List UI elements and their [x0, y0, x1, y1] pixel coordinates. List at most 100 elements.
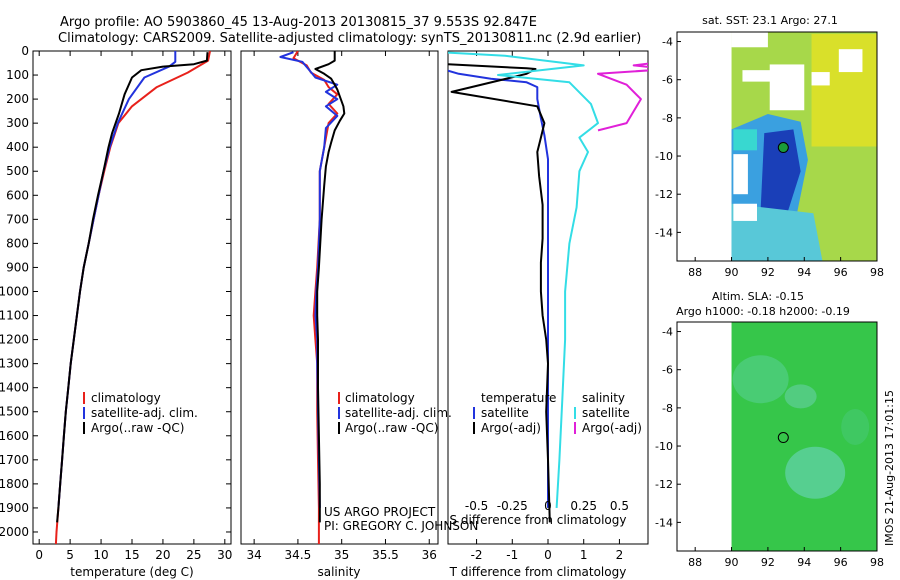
- sst-cyan-patch: [733, 129, 757, 151]
- x-tick-label: 1: [580, 548, 588, 562]
- legend-label-t-satellite: satellite: [481, 406, 529, 420]
- x-tick-label: 0: [35, 548, 43, 562]
- x-tick-label: 36: [422, 548, 437, 562]
- sla-map-frame: [676, 321, 878, 552]
- legend-label-climatology: climatology: [91, 391, 161, 405]
- x-tick-label: 20: [155, 548, 170, 562]
- legend-label-argo: Argo(..raw -QC): [345, 421, 438, 435]
- y-tick-label: -6: [662, 364, 673, 377]
- sst-no-data-gap: [733, 203, 757, 221]
- sst-no-data-gap: [838, 49, 863, 73]
- salinity-panel: [240, 50, 439, 545]
- x-tick-label: 35.5: [372, 548, 399, 562]
- y-tick-label: 500: [6, 164, 29, 178]
- series-line-argo-raw-qc-: [314, 51, 346, 523]
- project-name: US ARGO PROJECT: [324, 505, 436, 519]
- argo-float-marker: [777, 432, 789, 444]
- y-tick-label: 700: [6, 212, 29, 226]
- temperature-panel: [32, 50, 232, 545]
- sst-no-data-gap: [811, 72, 830, 86]
- y-tick-label: -12: [655, 188, 673, 201]
- y-tick-label: 1200: [0, 333, 29, 347]
- series-group: [54, 51, 211, 544]
- argo-float-marker: [777, 142, 789, 154]
- y-tick-label: -10: [655, 440, 673, 453]
- y-tick-label: 400: [6, 140, 29, 154]
- x-tick-label: 94: [797, 556, 811, 569]
- series-group: [279, 51, 346, 544]
- sst-map: 88 90 92 94 96 98 -4 -6 -8 -10 -12 -14: [655, 32, 884, 279]
- x-tick-label: 90: [725, 556, 739, 569]
- y-tick-label: 1500: [0, 405, 29, 419]
- series-group: [448, 51, 648, 523]
- x-tick-label: 34: [246, 548, 261, 562]
- y-tick-label: 600: [6, 188, 29, 202]
- salinity-chart: 34 34.5 35 35.5 36: [246, 51, 437, 562]
- temperature-chart: 0 5 10 15 20 25 300100200300400500600700800900…: [0, 44, 232, 562]
- y-tick-label: -4: [662, 36, 673, 49]
- x2-tick-label: -0.5: [465, 499, 488, 513]
- x2-tick-label: 0.5: [610, 499, 629, 513]
- legend-title-temperature: temperature: [481, 391, 556, 405]
- legend-title-salinity: salinity: [582, 391, 625, 405]
- y-tick-label: 1600: [0, 429, 29, 443]
- sst-map-frame: [676, 31, 878, 262]
- y-tick-label: -8: [662, 112, 673, 125]
- x2-tick-label: 0: [544, 499, 552, 513]
- sla-map-title-2: Argo h1000: -0.18 h2000: -0.19: [676, 305, 850, 318]
- series-line-satellite-adj-clim-: [279, 51, 339, 508]
- sla-anomaly: [784, 384, 817, 409]
- x-tick-label: 5: [66, 548, 74, 562]
- sla-anomaly: [732, 355, 789, 404]
- sst-no-data-gap: [769, 64, 805, 111]
- sst-no-data-gap: [731, 32, 768, 48]
- sst-map-title: sat. SST: 23.1 Argo: 27.1: [702, 14, 838, 27]
- x-tick-label: 96: [834, 556, 848, 569]
- legend-label-satellite: satellite-adj. clim.: [345, 406, 452, 420]
- legend-label-s-argo: Argo(-adj): [582, 421, 642, 435]
- sla-anomaly: [841, 408, 870, 445]
- y-tick-label: 1400: [0, 381, 29, 395]
- y-tick-label: 900: [6, 260, 29, 274]
- series-line-argo-adj-: [597, 62, 648, 132]
- y-tick-label: -10: [655, 150, 673, 163]
- t-difference-axis-label: T difference from climatology: [449, 565, 627, 579]
- y-tick-label: 300: [6, 116, 29, 130]
- y-tick-label: 1300: [0, 357, 29, 371]
- pi-name: PI: GREGORY C. JOHNSON: [324, 519, 478, 533]
- x-tick-label: 98: [870, 556, 884, 569]
- legend-label-s-satellite: satellite: [582, 406, 630, 420]
- y-tick-label: -14: [655, 226, 673, 239]
- series-line-satellite: [448, 69, 549, 508]
- side-stamp: IMOS 21-Aug-2013 17:01:15: [883, 390, 896, 546]
- temperature-legend: climatology satellite-adj. clim. Argo(..…: [83, 391, 198, 435]
- legend-label-argo: Argo(..raw -QC): [91, 421, 184, 435]
- sst-no-data-gap: [742, 70, 772, 82]
- sst-cold-patch: [760, 129, 801, 218]
- x-tick-label: 88: [688, 266, 702, 279]
- y-tick-label: -8: [662, 402, 673, 415]
- x-tick-label: 92: [761, 266, 775, 279]
- difference-legend: temperature salinity satellite Argo(-adj…: [473, 391, 642, 435]
- x2-tick-label: -0.25: [497, 499, 528, 513]
- x-tick-label: 2: [616, 548, 624, 562]
- x-tick-label: 10: [93, 548, 108, 562]
- y-tick-label: 100: [6, 68, 29, 82]
- y-tick-label: 800: [6, 236, 29, 250]
- x-tick-label: 88: [688, 556, 702, 569]
- x-tick-label: 98: [870, 266, 884, 279]
- salinity-legend: climatology satellite-adj. clim. Argo(..…: [338, 391, 452, 435]
- y-tick-label: 0: [21, 44, 29, 58]
- x-tick-label: -1: [506, 548, 518, 562]
- x-tick-label: -2: [471, 548, 483, 562]
- x-tick-label: 15: [124, 548, 139, 562]
- x-tick-label: 25: [186, 548, 201, 562]
- x-tick-label: 92: [761, 556, 775, 569]
- legend-label-satellite: satellite-adj. clim.: [91, 406, 198, 420]
- sla-map: 88 90 92 94 96 98 -4 -6 -8 -10 -12 -14: [655, 322, 884, 569]
- difference-chart: -2 -1 0 1 2 -0.5 -0.25 0 0.25 0.5: [448, 51, 648, 562]
- sla-map-title-1: Altim. SLA: -0.15: [712, 290, 804, 303]
- salinity-axis-label: salinity: [317, 565, 360, 579]
- header-line-1: Argo profile: AO 5903860_45 13-Aug-2013 …: [60, 15, 537, 30]
- y-tick-label: -6: [662, 74, 673, 87]
